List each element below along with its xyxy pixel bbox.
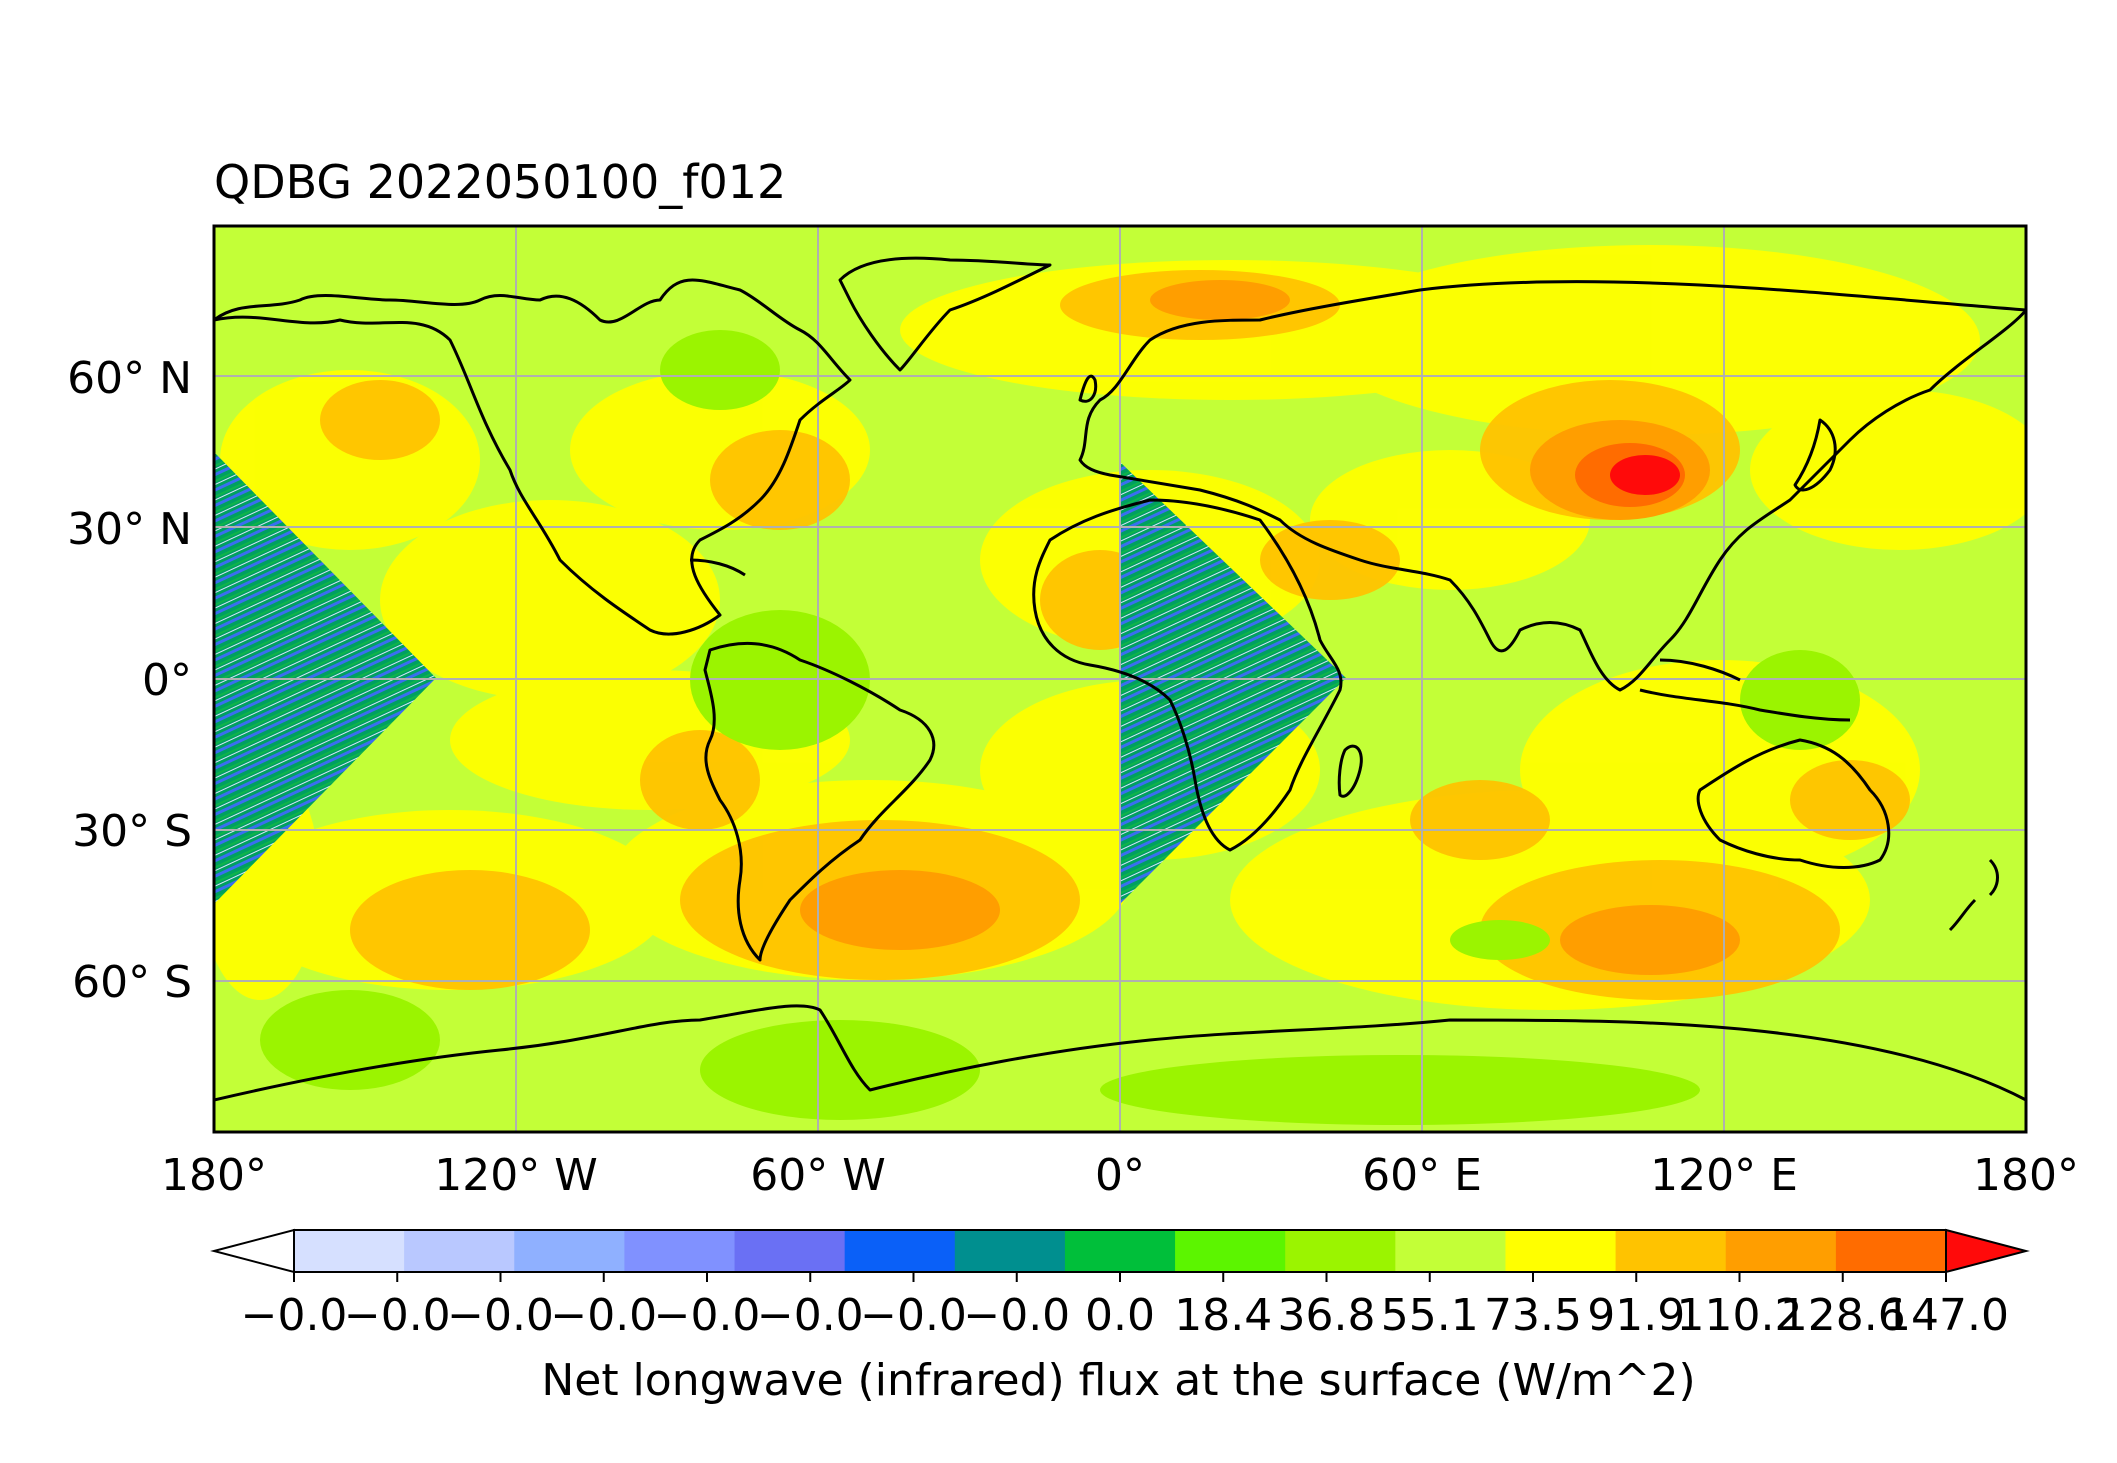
x-tick-label: 180°: [161, 1150, 267, 1201]
colorbar-tick-label: 73.5: [1484, 1290, 1582, 1341]
colorbar-tick-label: −0.0: [963, 1290, 1070, 1341]
colorbar-tick-label: −0.0: [447, 1290, 554, 1341]
coast-new-zealand: [1948, 858, 1999, 932]
map-title: QDBG 2022050100_f012: [214, 155, 787, 209]
y-tick-label: 60° N: [67, 353, 192, 404]
colorbar-swatch: [1175, 1230, 1286, 1272]
colorbar-extend-max: [1945, 1228, 2030, 1274]
coast-uk: [1078, 374, 1098, 403]
x-tick-label: 0°: [1095, 1150, 1145, 1201]
colorbar-tick-label: 18.4: [1174, 1290, 1272, 1341]
y-tick-labels: 60° N 30° N 0° 30° S 60° S: [67, 353, 192, 1008]
colorbar-tick-label: −0.0: [757, 1290, 864, 1341]
dark-orange-regions: [800, 280, 1740, 975]
colorbar-swatch: [1725, 1230, 1837, 1272]
x-tick-labels: 180° 120° W 60° W 0° 60° E 120° E 180°: [161, 1150, 2079, 1201]
colorbar-swatch: [514, 1230, 625, 1272]
colorbar-tick-labels: −0.0−0.0−0.0−0.0−0.0−0.0−0.0−0.0 0.0 18.4 3…: [241, 1272, 2009, 1341]
colorbar-swatch: [294, 1230, 405, 1272]
red-regions: [1610, 455, 1680, 495]
y-tick-label: 30° S: [72, 806, 192, 857]
colorbar-swatch: [734, 1230, 846, 1272]
colorbar-swatch: [624, 1230, 736, 1272]
colorbar-tick-label: −0.0: [860, 1290, 967, 1341]
swath-central: [1120, 462, 1346, 904]
y-tick-label: 0°: [142, 655, 192, 706]
y-tick-label: 30° N: [67, 504, 192, 555]
coast-caribbean: [689, 558, 746, 577]
colorbar-tick-label: −0.0: [344, 1290, 451, 1341]
colorbar-label: Net longwave (infrared) flux at the surf…: [541, 1355, 1696, 1406]
x-tick-label: 120° W: [434, 1150, 597, 1201]
colorbar: [210, 1228, 2030, 1274]
x-tick-label: 60° E: [1362, 1150, 1482, 1201]
colorbar-swatch: [1064, 1230, 1176, 1272]
colorbar-swatch: [1505, 1230, 1617, 1272]
colorbar-extend-min: [210, 1228, 295, 1274]
coast-south-america: [703, 641, 936, 962]
colorbar-swatch: [1615, 1230, 1727, 1272]
x-tick-label: 120° E: [1650, 1150, 1798, 1201]
colorbar-tick-label: 55.1: [1381, 1290, 1479, 1341]
coast-africa: [1032, 498, 1343, 852]
colorbar-tick-label: 128.6: [1780, 1290, 1906, 1341]
colorbar-tick-label: 110.2: [1677, 1290, 1803, 1341]
coast-australia: [1696, 738, 1891, 869]
colorbar-tick-label: 0.0: [1085, 1290, 1155, 1341]
x-tick-label: 60° W: [750, 1150, 885, 1201]
colorbar-tick-label: 36.8: [1278, 1290, 1376, 1341]
colorbar-swatch: [1835, 1230, 1947, 1272]
coast-greenland: [838, 256, 1052, 372]
colorbar-swatch: [404, 1230, 515, 1272]
x-tick-label: 180°: [1973, 1150, 2079, 1201]
colorbar-tick-label: −0.0: [654, 1290, 761, 1341]
map-frame: [212, 224, 2028, 1134]
colorbar-tick-label: 91.9: [1587, 1290, 1685, 1341]
coast-north-america: [214, 278, 852, 636]
colorbar-swatch: [1395, 1230, 1506, 1272]
coast-japan: [1793, 418, 1837, 492]
colorbar-swatch: [844, 1230, 956, 1272]
coast-indonesia: [1639, 658, 1851, 722]
colorbar-tick-label: 147.0: [1883, 1290, 2009, 1341]
colorbar-swatch: [954, 1230, 1066, 1272]
colorbar-swatch: [1285, 1230, 1396, 1272]
colorbar-tick-label: −0.0: [241, 1290, 348, 1341]
colorbar-tick-label: −0.0: [550, 1290, 657, 1341]
flux-field: [214, 226, 2026, 1132]
coast-antarctica: [214, 1004, 2026, 1102]
coast-eurasia: [1078, 280, 2026, 692]
gridlines: [214, 226, 2026, 1132]
y-tick-label: 60° S: [72, 957, 192, 1008]
coastlines: [214, 256, 2026, 1102]
coast-madagascar: [1337, 744, 1363, 798]
